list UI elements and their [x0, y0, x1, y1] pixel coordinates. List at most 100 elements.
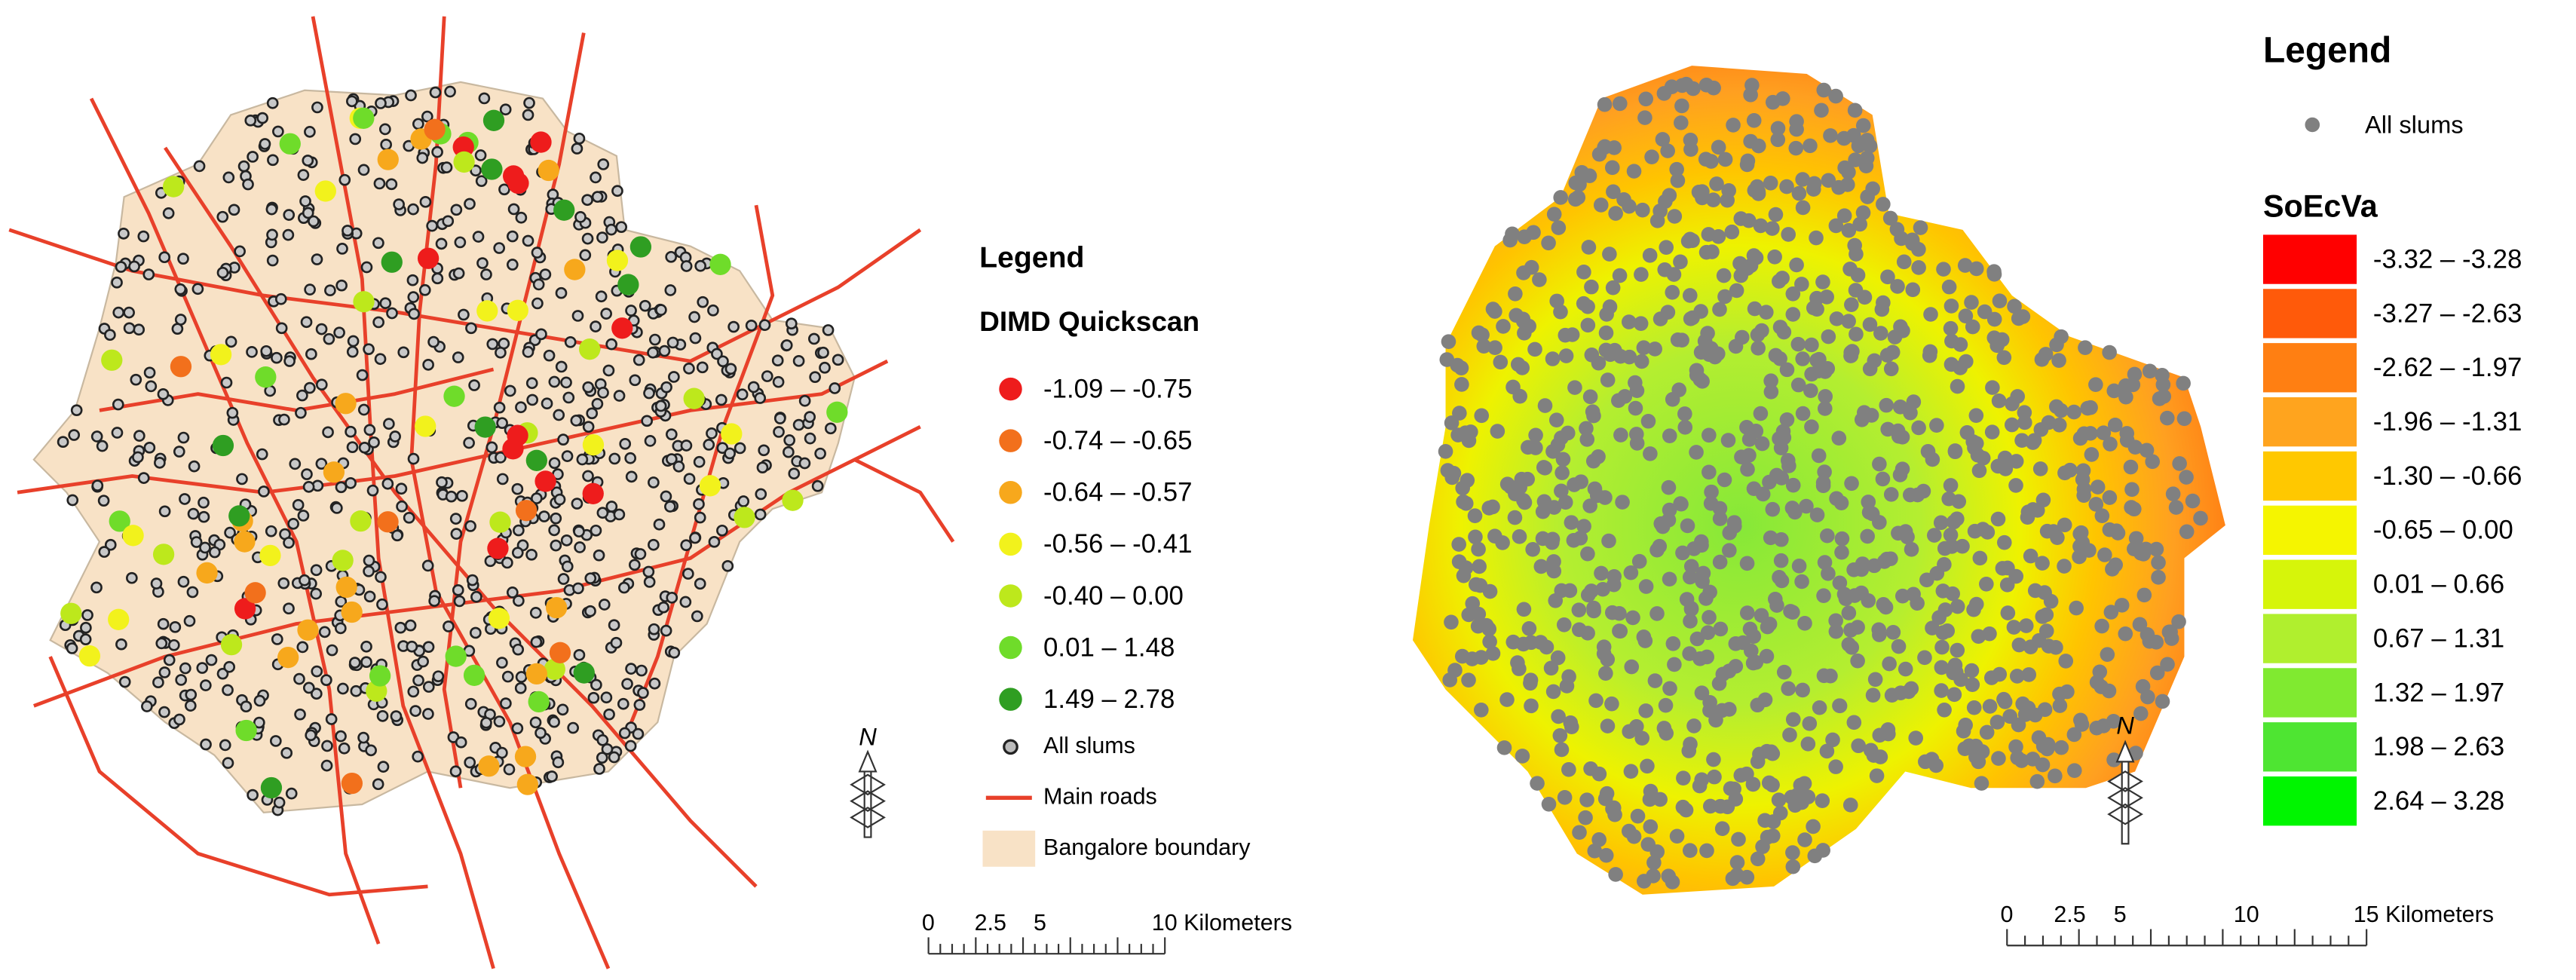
- slum-point: [1807, 848, 1823, 864]
- slum-point: [1774, 573, 1790, 589]
- slum-point: [611, 185, 623, 198]
- slum-point: [173, 713, 185, 726]
- slum-point: [1876, 295, 1891, 311]
- slum-point: [617, 697, 629, 710]
- slum-point: [1765, 94, 1781, 110]
- slum-point: [1605, 280, 1621, 296]
- quickscan-point: [381, 251, 403, 273]
- slum-point: [360, 656, 372, 669]
- slum-point: [1732, 256, 1747, 271]
- slum-point: [2041, 639, 2057, 654]
- slum-point: [552, 756, 565, 769]
- slum-point: [1828, 218, 1844, 234]
- slum-point: [625, 663, 637, 675]
- slum-point: [557, 433, 569, 446]
- slum-point: [507, 203, 520, 216]
- slum-point: [1553, 190, 1568, 205]
- slum-point: [1809, 290, 1824, 306]
- slum-point: [1788, 140, 1804, 156]
- slum-point: [2076, 488, 2091, 503]
- slum-point: [1865, 181, 1880, 197]
- slum-point: [2155, 367, 2170, 383]
- slum-point: [2029, 773, 2045, 789]
- slum-point: [493, 242, 506, 254]
- slum-point: [445, 490, 458, 503]
- slum-point: [177, 431, 190, 444]
- slum-point: [1972, 550, 1988, 566]
- slum-point: [1892, 400, 1908, 415]
- slum-point: [1904, 681, 1919, 697]
- slum-point: [256, 448, 268, 461]
- scale-label: 10: [2234, 902, 2259, 927]
- class-symbol: [999, 377, 1022, 401]
- slum-point: [188, 460, 201, 473]
- slum-point: [1689, 631, 1705, 647]
- slum-point: [1729, 283, 1744, 299]
- slum-point: [2107, 417, 2123, 433]
- slum-point: [1451, 554, 1467, 569]
- slum-point: [1626, 164, 1642, 179]
- slum-point: [682, 568, 694, 580]
- slum-point: [1556, 617, 1572, 632]
- slum-point: [711, 348, 723, 360]
- slum-point: [1854, 562, 1870, 577]
- slum-point: [1984, 424, 2000, 439]
- slum-point: [2168, 500, 2184, 515]
- slum-point: [1947, 657, 1963, 673]
- slum-point: [259, 138, 271, 150]
- slum-point: [412, 674, 424, 687]
- slum-point: [216, 667, 229, 680]
- slum-point: [721, 559, 734, 572]
- slum-point: [1598, 847, 1614, 863]
- slum-point: [393, 198, 405, 210]
- slum-point: [526, 394, 539, 406]
- class-label: 1.32 – 1.97: [2373, 678, 2504, 707]
- slum-point: [584, 605, 596, 617]
- slum-point: [2048, 768, 2063, 784]
- slum-point: [1841, 314, 1856, 329]
- quickscan-point: [244, 582, 266, 604]
- slum-point: [1612, 268, 1628, 283]
- slum-point: [532, 278, 545, 291]
- slum-point: [427, 335, 440, 348]
- slum-point: [247, 789, 259, 801]
- slum-point: [1515, 360, 1530, 375]
- quickscan-point: [514, 746, 537, 767]
- slum-point: [391, 529, 403, 542]
- slum-point: [453, 595, 466, 608]
- slum-point: [1859, 150, 1875, 166]
- slum-point: [1440, 463, 1456, 478]
- slum-point: [171, 323, 184, 335]
- slum-point: [1759, 305, 1774, 320]
- slum-point: [349, 133, 362, 145]
- slum-point: [1699, 843, 1714, 859]
- slum-point: [1545, 351, 1561, 366]
- slum-point: [346, 95, 358, 108]
- quickscan-point: [453, 151, 475, 173]
- quickscan-point: [528, 691, 550, 713]
- slum-point: [525, 377, 538, 390]
- slum-point: [1580, 317, 1596, 333]
- slum-point: [1662, 681, 1677, 697]
- slum-point: [302, 681, 315, 694]
- slum-point: [2054, 403, 2069, 418]
- slum-point: [2149, 541, 2164, 557]
- slum-point: [1649, 213, 1665, 228]
- slum-point: [177, 575, 190, 588]
- slum-point: [1891, 428, 1907, 444]
- slum-point: [1922, 348, 1937, 363]
- slum-point: [1739, 605, 1755, 620]
- slum-point: [2011, 717, 2026, 733]
- slum-point: [553, 493, 566, 506]
- slum-point: [556, 703, 569, 716]
- slum-point: [1704, 484, 1719, 500]
- slum-point: [2052, 698, 2068, 713]
- slum-point: [1507, 510, 1523, 525]
- slum-point: [514, 681, 527, 694]
- slum-point: [412, 118, 424, 130]
- slum-point: [495, 346, 507, 359]
- slum-point: [1705, 244, 1720, 259]
- slum-point: [90, 581, 103, 594]
- slum-point: [357, 164, 370, 176]
- slum-point: [771, 354, 784, 367]
